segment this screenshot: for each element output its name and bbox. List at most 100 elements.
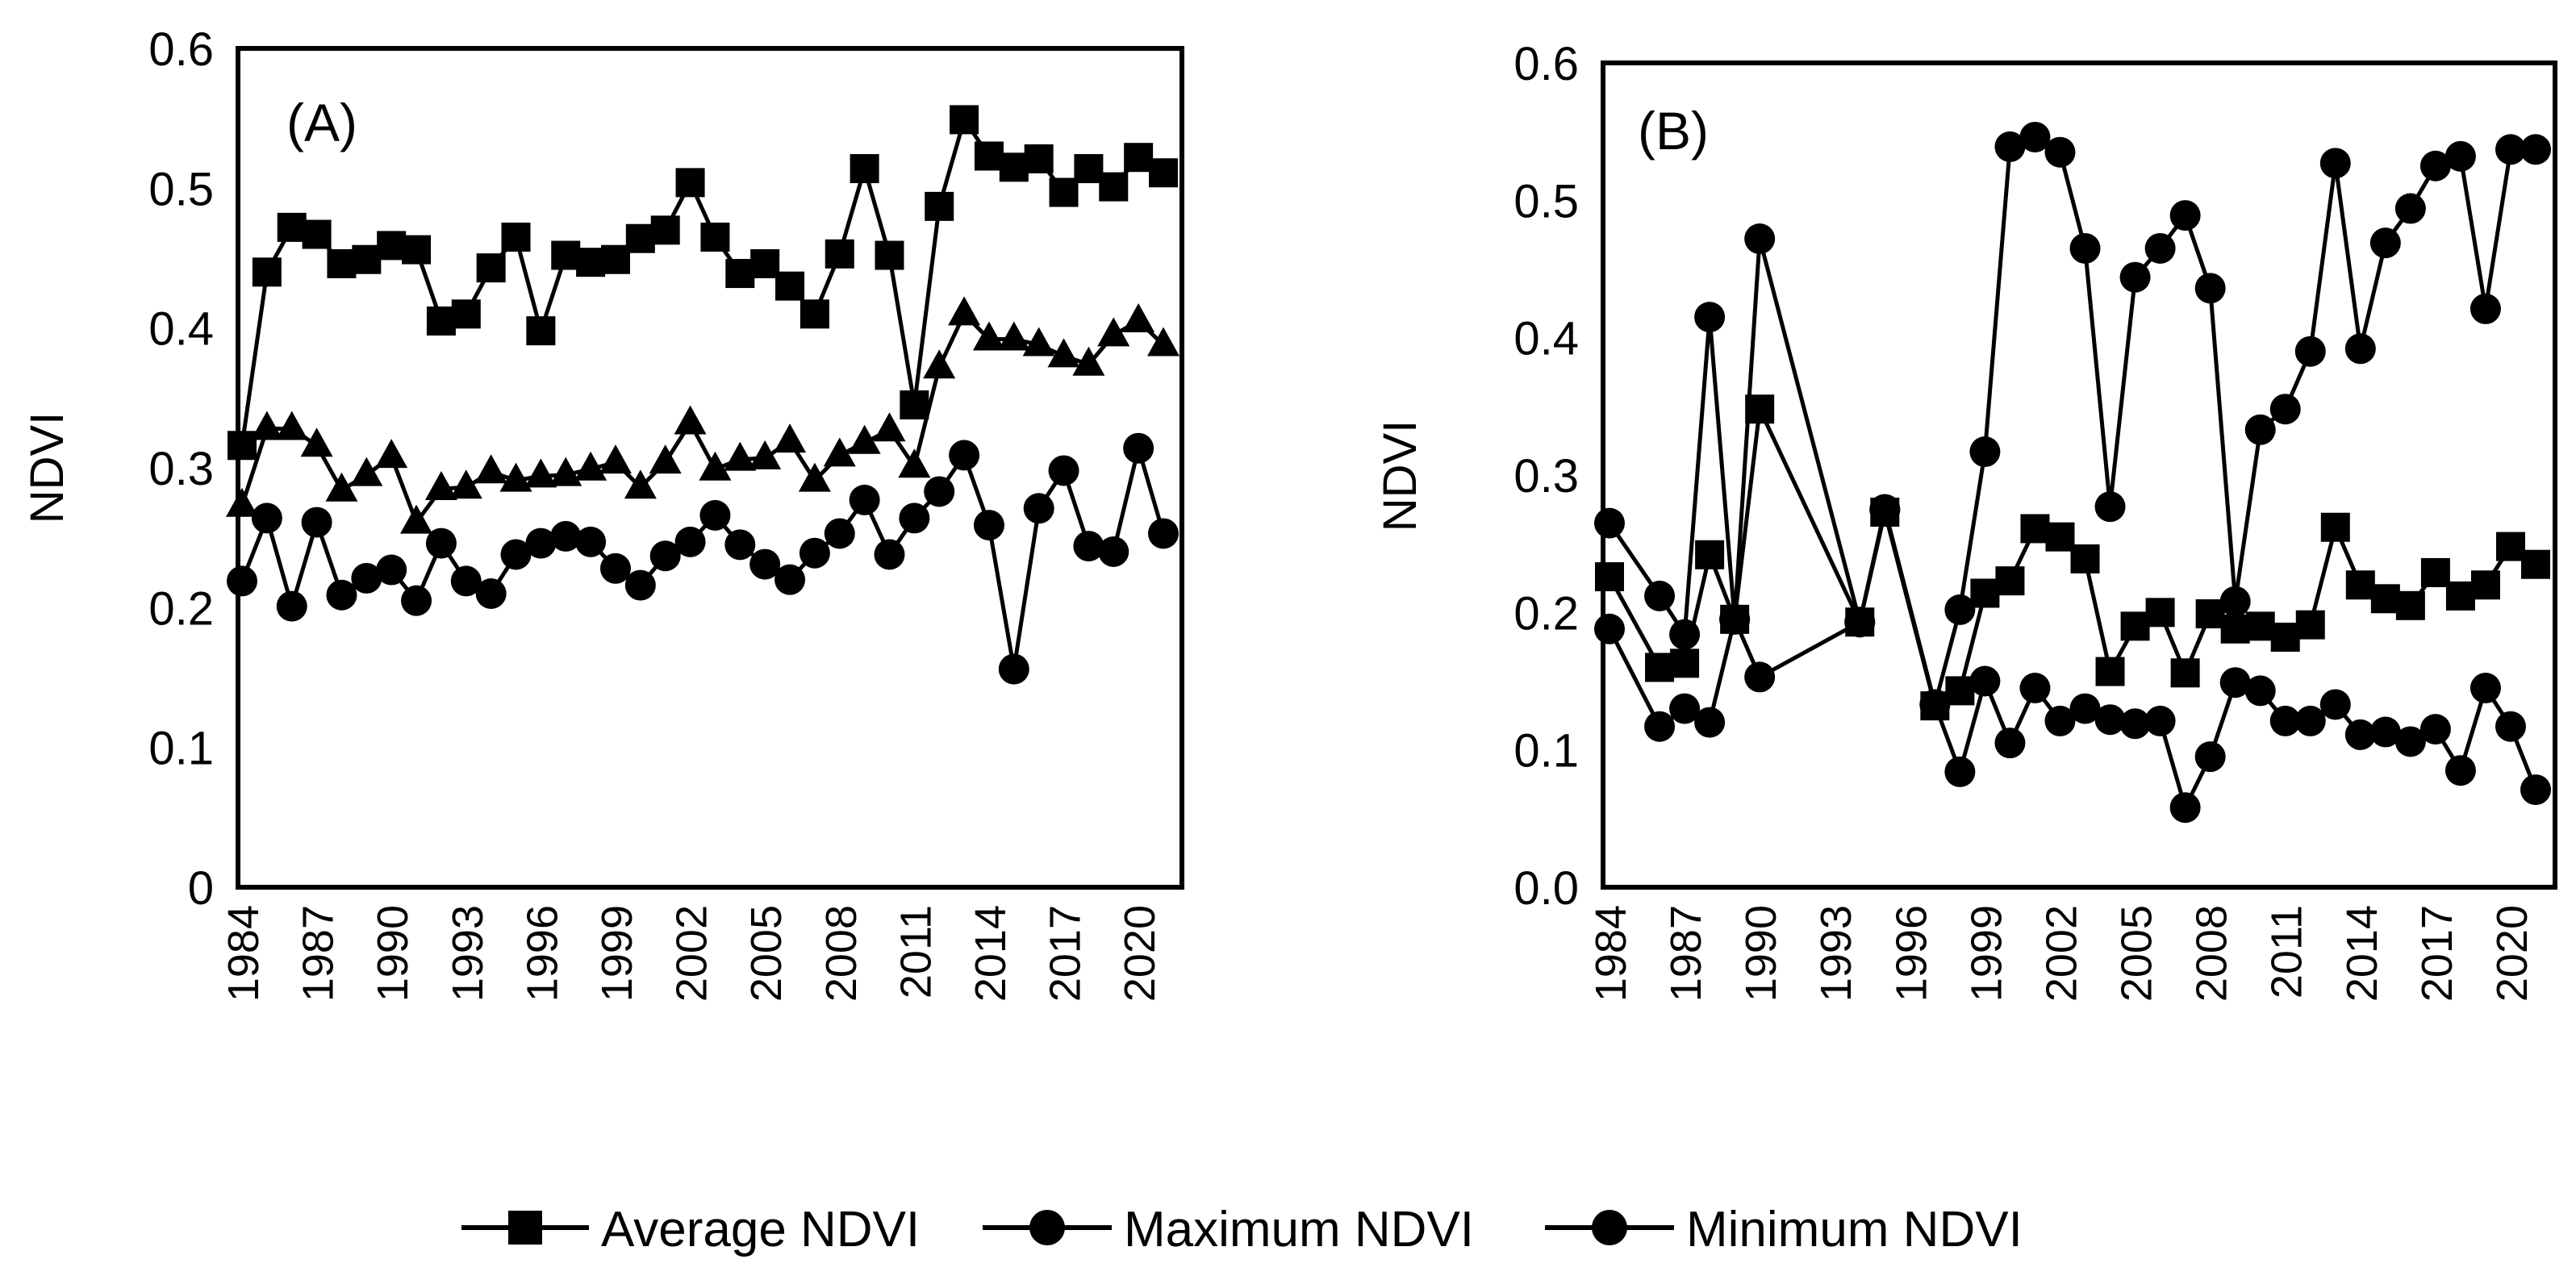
x-tick-label: 1996 bbox=[1887, 905, 1935, 1002]
data-point-maximum-ndvi bbox=[1994, 131, 2026, 162]
legend-item-maximum: Maximum NDVI bbox=[983, 1202, 1474, 1257]
data-point-minimum-ndvi bbox=[699, 499, 731, 531]
data-point-average-ndvi bbox=[675, 168, 705, 198]
data-point-maximum-ndvi bbox=[226, 487, 258, 517]
data-point-maximum-ndvi bbox=[524, 458, 557, 488]
data-point-minimum-ndvi bbox=[998, 653, 1029, 685]
data-point-minimum-ndvi bbox=[301, 507, 332, 538]
data-point-maximum-ndvi bbox=[2069, 232, 2101, 264]
data-point-maximum-ndvi bbox=[1944, 594, 1976, 625]
y-tick-label: 0.6 bbox=[1513, 38, 1579, 90]
data-point-maximum-ndvi bbox=[2269, 394, 2301, 425]
data-point-maximum-ndvi bbox=[2444, 140, 2476, 172]
data-point-maximum-ndvi bbox=[300, 427, 333, 457]
data-point-maximum-ndvi bbox=[1744, 223, 1776, 255]
data-point-average-ndvi bbox=[850, 154, 879, 184]
data-point-average-ndvi bbox=[228, 431, 257, 461]
data-point-maximum-ndvi bbox=[948, 296, 981, 326]
data-point-minimum-ndvi bbox=[1944, 756, 1976, 787]
data-point-minimum-ndvi bbox=[1669, 693, 1701, 724]
panel-a-label: (A) bbox=[286, 93, 357, 152]
x-tick-label: 2020 bbox=[2488, 905, 2536, 1002]
data-point-minimum-ndvi bbox=[749, 548, 781, 580]
data-point-minimum-ndvi bbox=[2294, 705, 2326, 736]
data-point-average-ndvi bbox=[1074, 154, 1104, 184]
data-point-maximum-ndvi bbox=[574, 451, 607, 481]
data-point-maximum-ndvi bbox=[923, 349, 956, 379]
data-point-maximum-ndvi bbox=[997, 321, 1030, 351]
x-tick-label: 2017 bbox=[2413, 905, 2461, 1002]
data-point-minimum-ndvi bbox=[251, 502, 282, 534]
panel-a-plot-area bbox=[236, 46, 1184, 890]
data-point-minimum-ndvi bbox=[2344, 719, 2376, 750]
data-point-average-ndvi bbox=[1099, 172, 1129, 202]
data-point-average-ndvi bbox=[2495, 532, 2525, 561]
data-point-maximum-ndvi bbox=[873, 412, 906, 442]
data-point-average-ndvi bbox=[302, 219, 332, 249]
data-point-average-ndvi bbox=[402, 235, 432, 265]
data-point-average-ndvi bbox=[2270, 622, 2300, 652]
legend-marker-circle bbox=[1592, 1210, 1627, 1245]
data-point-minimum-ndvi bbox=[649, 540, 681, 572]
data-point-minimum-ndvi bbox=[1844, 607, 1876, 638]
data-point-average-ndvi bbox=[650, 215, 680, 245]
data-point-minimum-ndvi bbox=[973, 510, 1004, 541]
data-point-average-ndvi bbox=[2395, 590, 2425, 620]
x-tick-label: 2005 bbox=[742, 905, 791, 1002]
data-point-minimum-ndvi bbox=[674, 526, 706, 557]
data-point-average-ndvi bbox=[426, 306, 456, 336]
data-point-average-ndvi bbox=[476, 253, 506, 283]
data-point-minimum-ndvi bbox=[2194, 741, 2226, 773]
x-tick-label: 1996 bbox=[518, 905, 566, 1002]
legend-label-minimum: Minimum NDVI bbox=[1686, 1202, 2023, 1257]
data-point-maximum-ndvi bbox=[898, 448, 931, 478]
data-point-average-ndvi bbox=[551, 240, 581, 270]
data-point-minimum-ndvi bbox=[326, 579, 357, 611]
legend-label-maximum: Maximum NDVI bbox=[1124, 1202, 1474, 1257]
data-point-maximum-ndvi bbox=[1047, 338, 1080, 368]
x-tick-label: 2014 bbox=[967, 905, 1015, 1002]
data-point-maximum-ndvi bbox=[549, 457, 582, 486]
data-point-maximum-ndvi bbox=[449, 469, 482, 499]
data-point-average-ndvi bbox=[2320, 512, 2350, 542]
x-tick-label: 1990 bbox=[369, 905, 417, 1002]
data-point-minimum-ndvi bbox=[525, 527, 557, 559]
data-point-minimum-ndvi bbox=[874, 539, 905, 570]
y-tick-label: 0.0 bbox=[1513, 862, 1579, 915]
x-tick-label: 1987 bbox=[294, 905, 343, 1002]
data-point-maximum-ndvi bbox=[499, 462, 532, 492]
data-point-average-ndvi bbox=[252, 257, 282, 287]
data-point-minimum-ndvi bbox=[550, 520, 582, 552]
data-point-average-ndvi bbox=[1945, 676, 1975, 706]
data-point-maximum-ndvi bbox=[400, 504, 433, 534]
data-point-minimum-ndvi bbox=[799, 537, 830, 569]
data-point-average-ndvi bbox=[1595, 562, 1624, 592]
y-tick-label: 0.1 bbox=[148, 723, 214, 775]
data-point-minimum-ndvi bbox=[774, 564, 806, 595]
data-point-average-ndvi bbox=[2145, 598, 2175, 628]
data-point-maximum-ndvi bbox=[2394, 193, 2426, 224]
data-point-maximum-ndvi bbox=[2419, 150, 2451, 181]
data-point-average-ndvi bbox=[800, 299, 829, 329]
data-point-minimum-ndvi bbox=[575, 526, 607, 557]
data-point-average-ndvi bbox=[327, 248, 357, 278]
x-tick-label: 1984 bbox=[1587, 905, 1635, 1002]
data-point-minimum-ndvi bbox=[351, 562, 382, 594]
data-point-minimum-ndvi bbox=[1744, 661, 1776, 693]
data-point-maximum-ndvi bbox=[1669, 619, 1701, 650]
data-point-minimum-ndvi bbox=[1694, 707, 1726, 738]
x-tick-label: 2008 bbox=[817, 905, 866, 1002]
y-tick-label: 0.5 bbox=[1513, 175, 1579, 227]
data-point-maximum-ndvi bbox=[674, 405, 707, 435]
x-tick-label: 2008 bbox=[2188, 905, 2236, 1002]
data-point-average-ndvi bbox=[377, 231, 407, 261]
data-point-average-ndvi bbox=[999, 152, 1029, 182]
data-point-minimum-ndvi bbox=[1123, 432, 1154, 464]
data-point-minimum-ndvi bbox=[1073, 531, 1104, 562]
data-point-average-ndvi bbox=[1124, 143, 1154, 173]
data-point-maximum-ndvi bbox=[2495, 134, 2526, 165]
data-point-minimum-ndvi bbox=[227, 565, 257, 597]
data-point-average-ndvi bbox=[950, 105, 979, 135]
data-point-minimum-ndvi bbox=[2495, 711, 2526, 742]
data-point-average-ndvi bbox=[1049, 177, 1079, 207]
